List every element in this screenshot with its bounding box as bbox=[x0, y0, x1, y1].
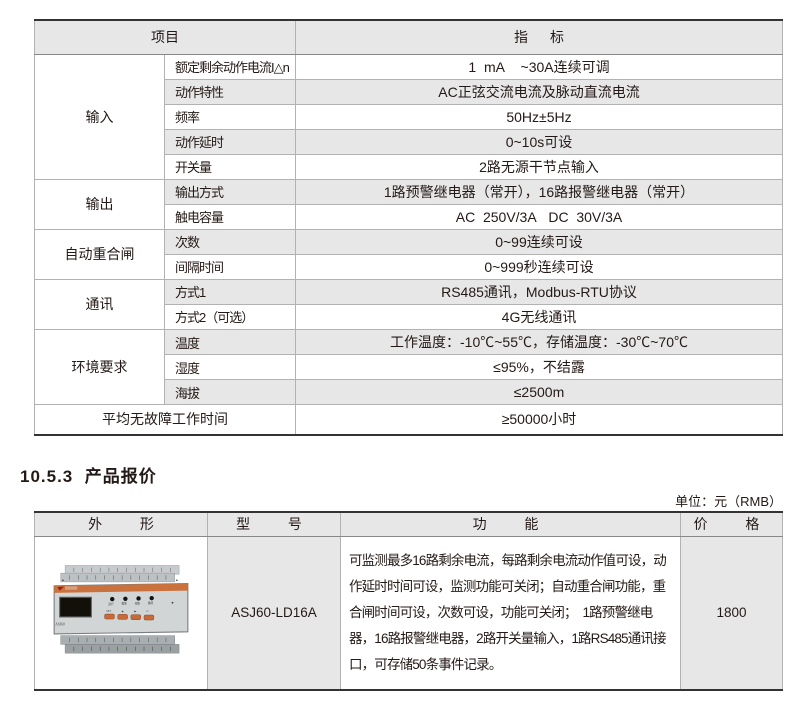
svg-text:◄: ◄ bbox=[120, 609, 123, 613]
svg-text:SET: SET bbox=[106, 609, 111, 613]
svg-text:报警: 报警 bbox=[122, 601, 128, 605]
svg-text:预警: 预警 bbox=[135, 601, 141, 605]
svg-text:跳闸: 跳闸 bbox=[148, 601, 154, 605]
svg-text:↵: ↵ bbox=[146, 609, 148, 613]
svg-text:运行: 运行 bbox=[108, 602, 114, 606]
svg-text:►: ► bbox=[134, 609, 137, 613]
svg-text:ASJ60: ASJ60 bbox=[55, 622, 65, 626]
